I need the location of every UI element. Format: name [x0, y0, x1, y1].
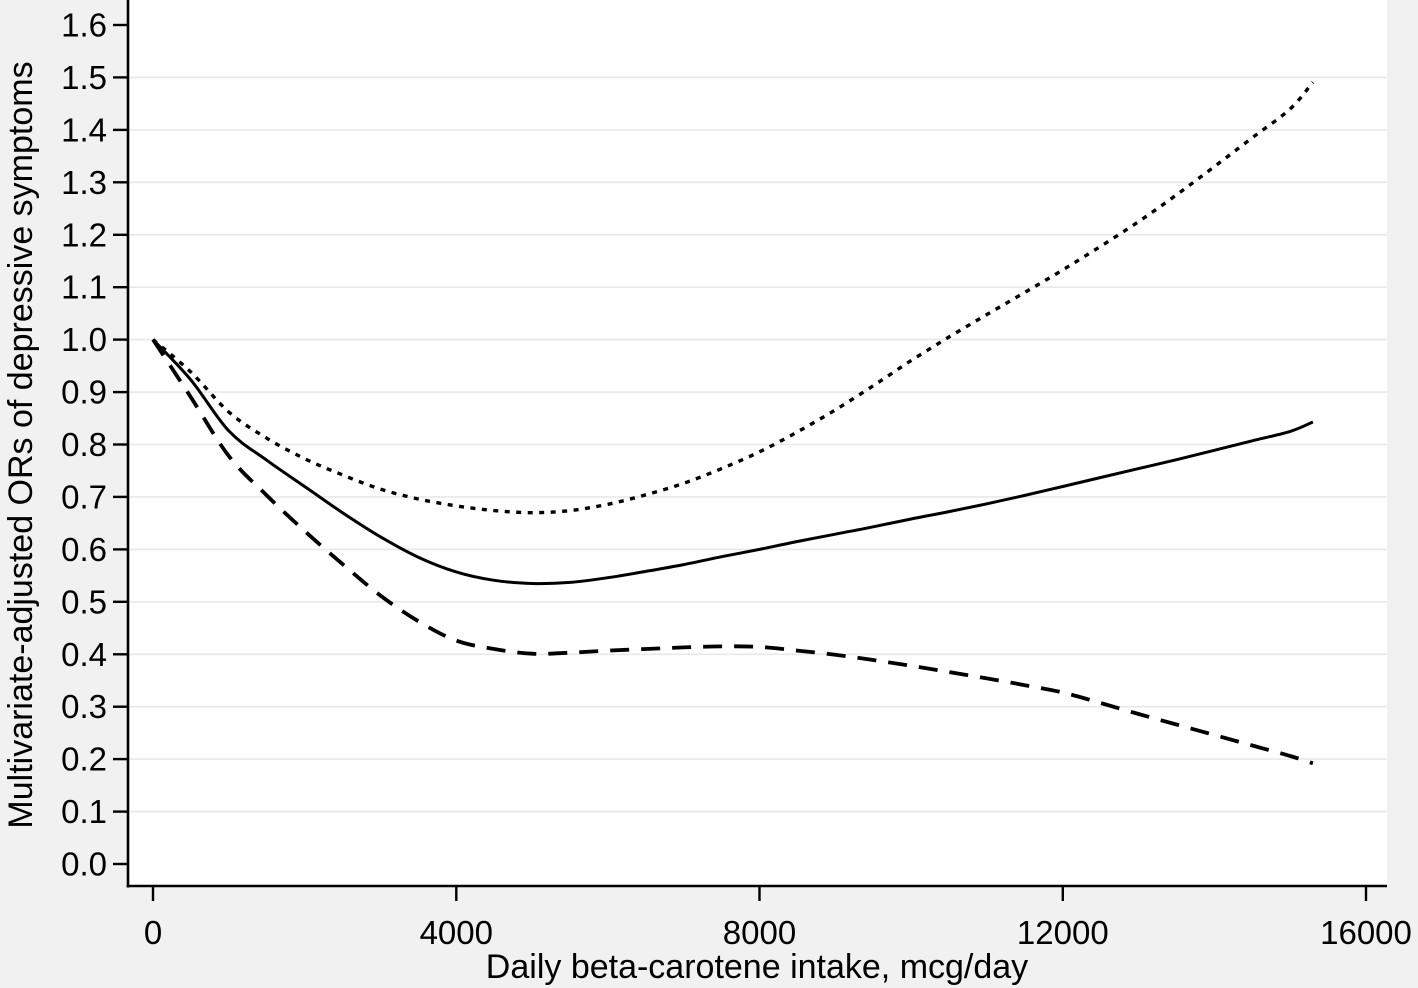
series-line-dotted — [151, 81, 1315, 515]
y-tick-label-1.2: 1.2 — [61, 216, 107, 253]
series-line-solid — [151, 338, 1314, 586]
x-tick-label-12000: 12000 — [1017, 914, 1109, 951]
y-tick-label-1.1: 1.1 — [61, 269, 107, 306]
series-lines — [151, 81, 1315, 766]
y-tick-label-0.1: 0.1 — [61, 793, 107, 830]
y-tick-label-0.8: 0.8 — [61, 426, 107, 463]
x-tick-label-4000: 4000 — [420, 914, 493, 951]
x-axis-ticks: 0 4000 8000 12000 16000 — [144, 886, 1412, 951]
y-tick-label-1.4: 1.4 — [61, 111, 107, 148]
x-axis-title: Daily beta-carotene intake, mcg/day — [486, 948, 1028, 986]
y-tick-label-1.3: 1.3 — [61, 164, 107, 201]
y-tick-label-1.0: 1.0 — [61, 321, 107, 358]
y-axis-title: Multivariate-adjusted ORs of depressive … — [2, 61, 40, 828]
y-tick-label-0.7: 0.7 — [61, 478, 107, 515]
y-tick-label-0.9: 0.9 — [61, 374, 107, 411]
y-axis-ticks: 0.0 0.1 0.2 0.3 0.4 0.5 0.6 0.7 0.8 0.9 1.0 1.1 1.2 1… — [61, 7, 128, 883]
y-tick-label-0.6: 0.6 — [61, 531, 107, 568]
series-line-dashed — [151, 338, 1314, 766]
y-tick-label-0.3: 0.3 — [61, 688, 107, 725]
y-tick-label-0.0: 0.0 — [61, 846, 107, 883]
y-tick-label-0.4: 0.4 — [61, 636, 107, 673]
y-tick-label-1.5: 1.5 — [61, 59, 107, 96]
y-tick-label-0.2: 0.2 — [61, 741, 107, 778]
x-tick-label-16000: 16000 — [1320, 914, 1412, 951]
plot-area — [128, 0, 1387, 886]
y-tick-label-1.6: 1.6 — [61, 7, 107, 44]
x-tick-label-0: 0 — [144, 914, 162, 951]
x-tick-label-8000: 8000 — [723, 914, 796, 951]
y-tick-label-0.5: 0.5 — [61, 583, 107, 620]
